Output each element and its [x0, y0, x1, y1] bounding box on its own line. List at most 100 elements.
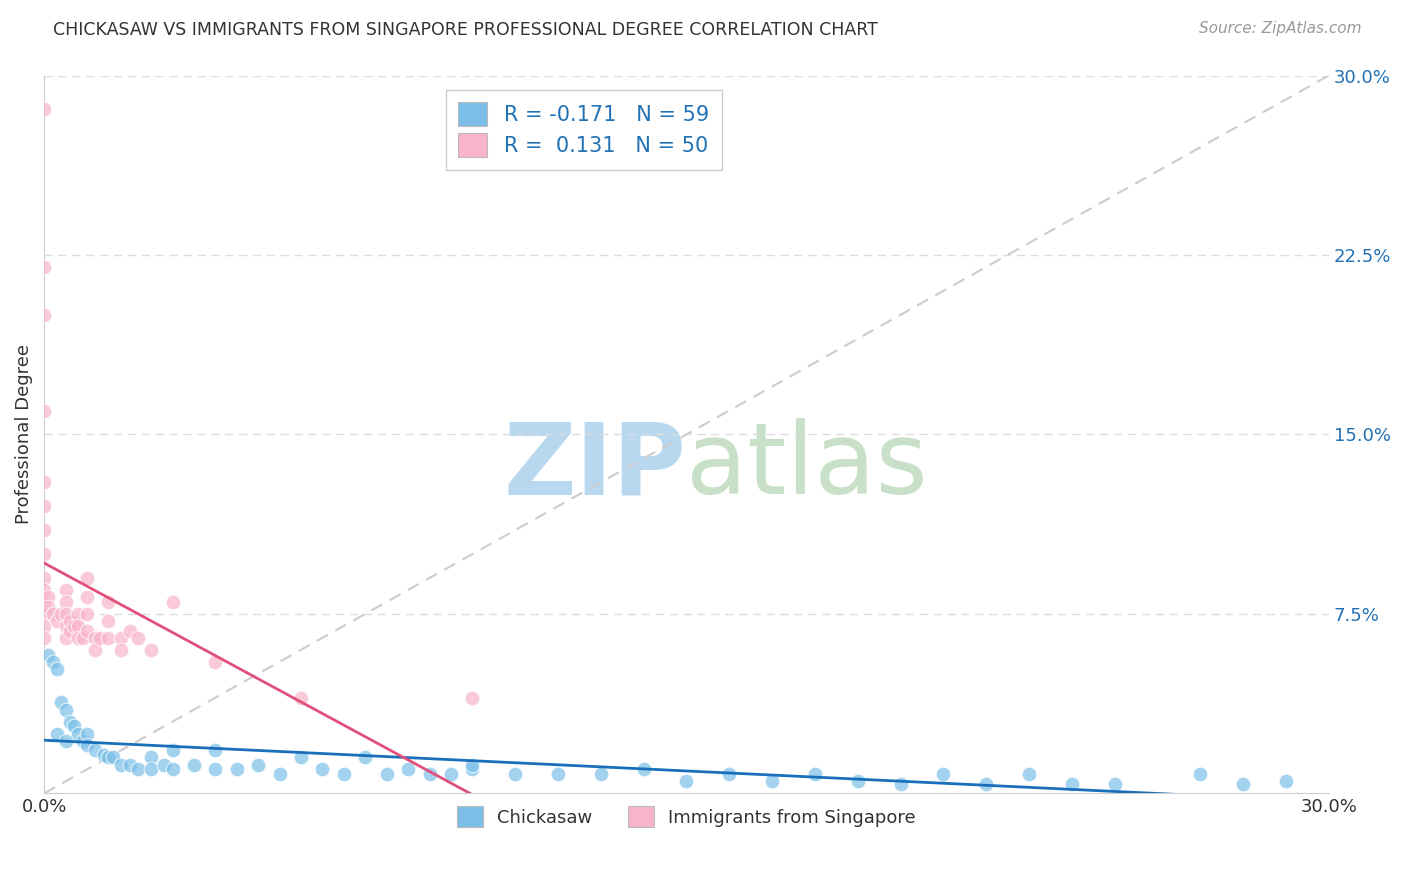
- Point: [97, 595, 120, 609]
- Point: [32, 582, 55, 597]
- Point: [97, 614, 120, 628]
- Point: [162, 743, 184, 757]
- Point: [1060, 777, 1083, 791]
- Point: [32, 260, 55, 274]
- Point: [97, 631, 120, 645]
- Text: CHICKASAW VS IMMIGRANTS FROM SINGAPORE PROFESSIONAL DEGREE CORRELATION CHART: CHICKASAW VS IMMIGRANTS FROM SINGAPORE P…: [53, 21, 879, 39]
- Point: [84, 642, 107, 657]
- Point: [32, 571, 55, 585]
- Point: [110, 642, 132, 657]
- Y-axis label: Professional Degree: Professional Degree: [15, 344, 32, 524]
- Point: [55, 595, 77, 609]
- Point: [761, 774, 783, 789]
- Point: [183, 757, 205, 772]
- Point: [162, 595, 184, 609]
- Point: [718, 767, 741, 781]
- Point: [141, 750, 163, 764]
- Point: [247, 757, 270, 772]
- Point: [72, 733, 94, 747]
- Point: [41, 655, 63, 669]
- Point: [37, 590, 59, 604]
- Text: atlas: atlas: [686, 418, 928, 516]
- Point: [59, 624, 82, 638]
- Point: [118, 624, 141, 638]
- Point: [418, 767, 440, 781]
- Point: [127, 763, 149, 777]
- Point: [55, 733, 77, 747]
- Point: [110, 631, 132, 645]
- Point: [89, 631, 111, 645]
- Point: [59, 714, 82, 729]
- Point: [101, 750, 124, 764]
- Point: [84, 743, 107, 757]
- Point: [311, 763, 333, 777]
- Point: [67, 619, 90, 633]
- Point: [76, 624, 98, 638]
- Point: [110, 757, 132, 772]
- Point: [76, 739, 98, 753]
- Point: [461, 757, 484, 772]
- Point: [32, 500, 55, 514]
- Point: [1275, 774, 1298, 789]
- Point: [37, 599, 59, 614]
- Point: [37, 648, 59, 662]
- Point: [76, 726, 98, 740]
- Point: [162, 763, 184, 777]
- Point: [890, 777, 912, 791]
- Point: [76, 571, 98, 585]
- Point: [440, 767, 463, 781]
- Point: [633, 763, 655, 777]
- Legend: Chickasaw, Immigrants from Singapore: Chickasaw, Immigrants from Singapore: [450, 799, 922, 835]
- Point: [32, 631, 55, 645]
- Point: [55, 631, 77, 645]
- Point: [55, 607, 77, 621]
- Point: [804, 767, 827, 781]
- Point: [46, 726, 69, 740]
- Point: [59, 614, 82, 628]
- Point: [76, 590, 98, 604]
- Point: [32, 547, 55, 561]
- Point: [547, 767, 569, 781]
- Point: [461, 763, 484, 777]
- Point: [63, 719, 86, 733]
- Point: [67, 607, 90, 621]
- Point: [141, 642, 163, 657]
- Point: [55, 582, 77, 597]
- Point: [118, 757, 141, 772]
- Point: [204, 763, 226, 777]
- Point: [846, 774, 869, 789]
- Point: [333, 767, 356, 781]
- Point: [461, 690, 484, 705]
- Point: [1018, 767, 1040, 781]
- Point: [932, 767, 955, 781]
- Point: [204, 655, 226, 669]
- Point: [974, 777, 997, 791]
- Point: [55, 619, 77, 633]
- Text: Source: ZipAtlas.com: Source: ZipAtlas.com: [1198, 21, 1361, 37]
- Point: [396, 763, 419, 777]
- Point: [32, 607, 55, 621]
- Point: [46, 662, 69, 676]
- Point: [41, 607, 63, 621]
- Point: [127, 631, 149, 645]
- Point: [67, 726, 90, 740]
- Point: [51, 695, 73, 709]
- Point: [375, 767, 398, 781]
- Point: [97, 750, 120, 764]
- Point: [153, 757, 176, 772]
- Point: [46, 614, 69, 628]
- Point: [32, 475, 55, 490]
- Point: [32, 523, 55, 537]
- Point: [290, 690, 312, 705]
- Point: [72, 631, 94, 645]
- Point: [32, 308, 55, 322]
- Point: [225, 763, 247, 777]
- Point: [51, 607, 73, 621]
- Point: [269, 767, 291, 781]
- Point: [63, 619, 86, 633]
- Point: [204, 743, 226, 757]
- Point: [67, 631, 90, 645]
- Point: [354, 750, 377, 764]
- Point: [76, 607, 98, 621]
- Point: [32, 102, 55, 116]
